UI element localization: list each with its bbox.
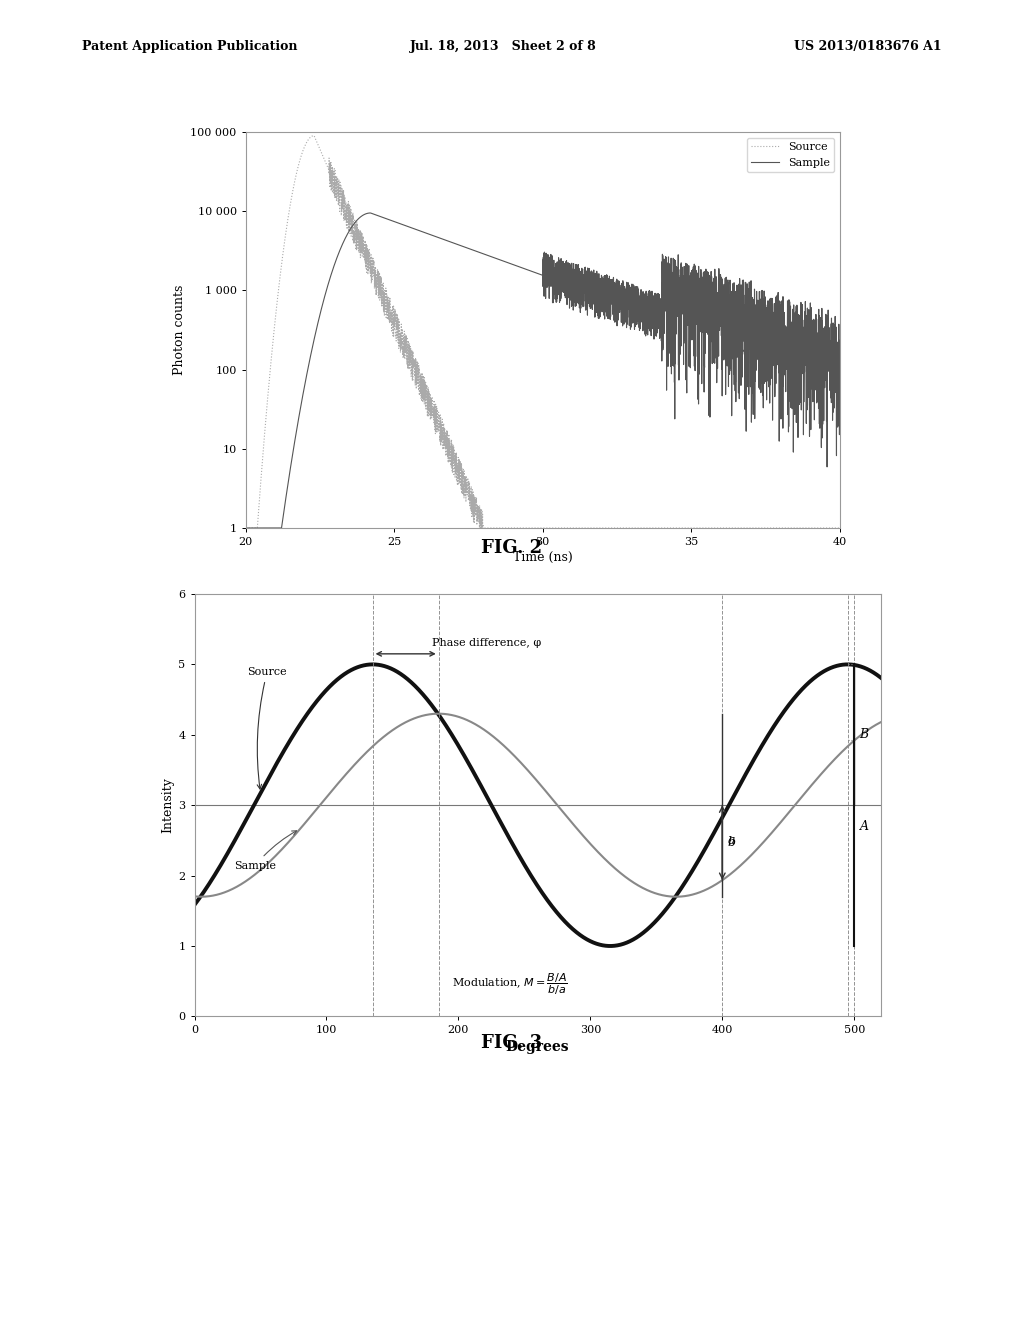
Source <box>728 520 740 536</box>
Text: B: B <box>859 729 868 742</box>
Sample <box>874 714 887 730</box>
Line: Sample: Sample <box>195 714 881 896</box>
Text: Phase difference, φ: Phase difference, φ <box>432 638 542 648</box>
Text: Sample: Sample <box>234 830 297 871</box>
Source <box>188 896 201 912</box>
Text: Source: Source <box>248 667 287 789</box>
Text: b: b <box>728 836 735 849</box>
Source <box>481 789 494 805</box>
Y-axis label: Intensity: Intensity <box>161 777 174 833</box>
Source <box>307 697 319 713</box>
Text: Patent Application Publication: Patent Application Publication <box>82 40 297 53</box>
Sample <box>728 376 740 392</box>
Sample <box>670 888 682 904</box>
Source <box>626 520 638 536</box>
Sample <box>861 722 873 738</box>
Sample <box>683 359 695 375</box>
Sample <box>452 709 464 725</box>
Sample <box>834 333 846 348</box>
Text: a: a <box>728 834 735 847</box>
Text: Jul. 18, 2013   Sheet 2 of 8: Jul. 18, 2013 Sheet 2 of 8 <box>410 40 596 53</box>
Text: A: A <box>859 820 868 833</box>
Sample <box>307 805 319 821</box>
Y-axis label: Photon counts: Photon counts <box>173 285 186 375</box>
Text: US 2013/0183676 A1: US 2013/0183676 A1 <box>795 40 942 53</box>
X-axis label: Time (ns): Time (ns) <box>513 552 572 564</box>
Line: Source: Source <box>195 664 881 946</box>
Source <box>787 692 800 708</box>
Source <box>308 128 321 144</box>
Line: Sample: Sample <box>246 213 840 528</box>
Source <box>683 520 695 536</box>
Source <box>874 669 887 685</box>
Sample <box>626 315 638 331</box>
Source <box>604 939 616 954</box>
Legend: Source, Sample: Source, Sample <box>746 137 835 172</box>
Sample <box>467 242 479 257</box>
Source <box>467 507 479 523</box>
Line: Source: Source <box>246 136 840 540</box>
Source <box>475 532 487 548</box>
X-axis label: Degrees: Degrees <box>506 1040 569 1053</box>
Sample <box>481 725 494 741</box>
Sample <box>347 216 359 232</box>
Source <box>596 520 608 536</box>
Sample <box>240 520 252 536</box>
Sample <box>432 706 444 722</box>
Text: FIG. 2: FIG. 2 <box>481 539 543 557</box>
Sample <box>596 304 608 319</box>
Source <box>834 520 846 536</box>
Source <box>861 661 873 677</box>
Sample <box>266 850 279 866</box>
Sample <box>365 205 377 220</box>
Source <box>266 763 279 779</box>
Text: FIG. 3: FIG. 3 <box>481 1034 543 1052</box>
Source <box>452 737 464 752</box>
Source <box>347 224 359 240</box>
Sample <box>787 799 800 814</box>
Source <box>842 656 854 672</box>
Text: Modulation, $M = \dfrac{B/A}{b/a}$: Modulation, $M = \dfrac{B/A}{b/a}$ <box>452 972 567 998</box>
Sample <box>188 888 201 904</box>
Source <box>240 520 252 536</box>
